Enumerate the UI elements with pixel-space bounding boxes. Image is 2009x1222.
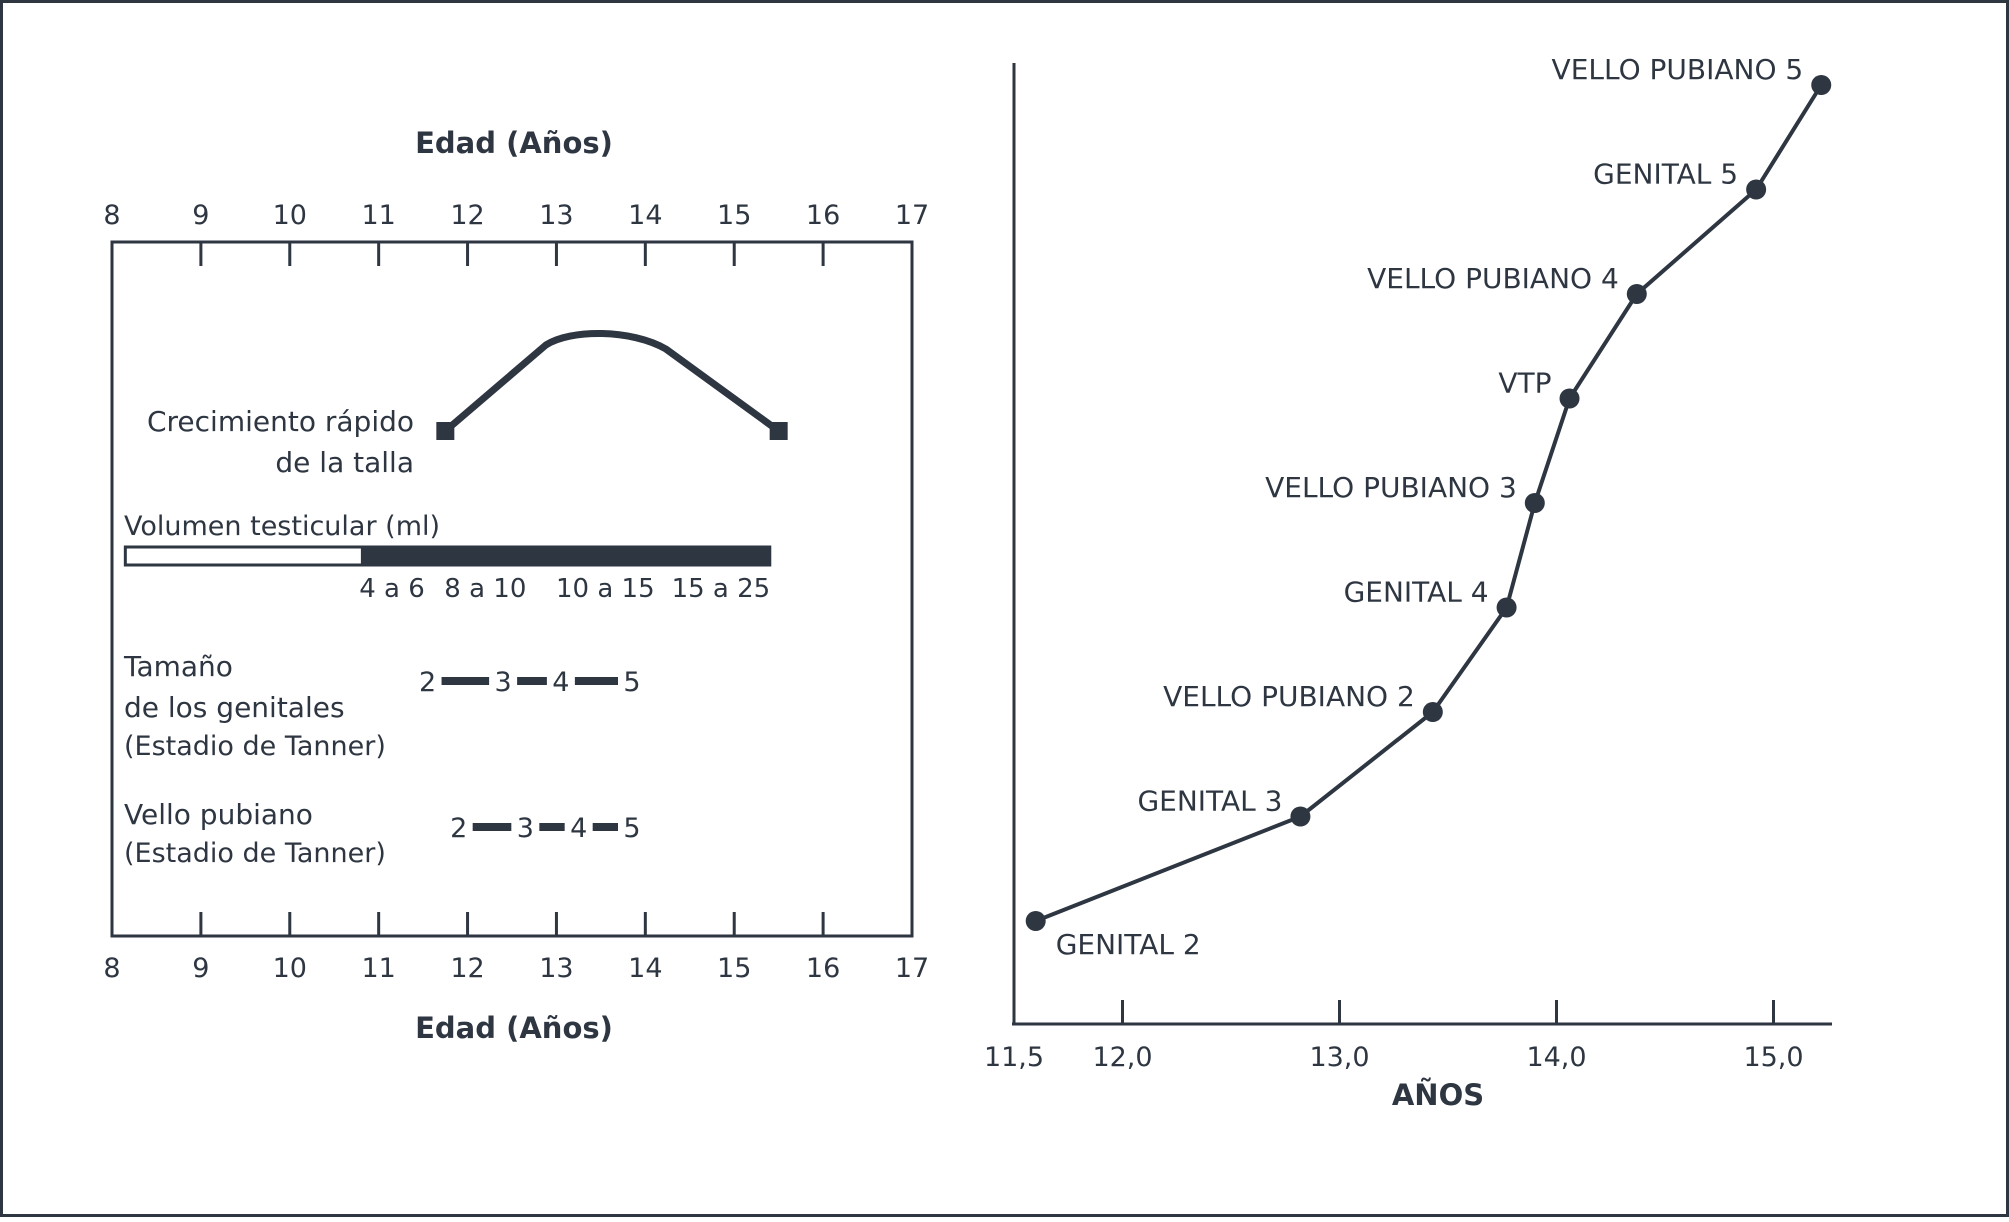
point-label: VELLO PUBIANO 5: [1552, 53, 1804, 86]
left-top-tick-label: 17: [895, 200, 929, 231]
left-bottom-tick-label: 8: [103, 953, 120, 984]
right-tick-label: 13,0: [1309, 1042, 1369, 1073]
point-label: VELLO PUBIANO 4: [1367, 262, 1619, 295]
point-labels: GENITAL 2 GENITAL 3 VELLO PUBIANO 2 GENITAL…: [1056, 53, 1804, 961]
left-bottom-tick-label: 12: [450, 953, 484, 984]
left-bottom-tick-label: 15: [717, 953, 751, 984]
left-top-tick-label: 12: [450, 200, 484, 231]
left-bottom-tick-label: 10: [273, 953, 307, 984]
left-top-axis-title: Edad (Años): [415, 126, 613, 160]
growth-curve: [443, 330, 781, 434]
point-label: VELLO PUBIANO 3: [1265, 471, 1517, 504]
left-top-tick-label: 15: [717, 200, 751, 231]
left-top-tick-label: 14: [628, 200, 662, 231]
genitales-label-line2: de los genitales: [124, 691, 345, 724]
right-tick-marks: [1121, 1000, 1775, 1024]
data-point: [1422, 702, 1443, 722]
left-top-tick-label: 10: [273, 200, 307, 231]
vello-stage-label: 4: [570, 813, 587, 844]
testicular-value-label: 8 a 10: [444, 574, 526, 604]
vello-label-line1: Vello pubiano: [124, 798, 313, 831]
testicular-value-label: 10 a 15: [556, 574, 655, 604]
left-plot-frame: [110, 240, 914, 938]
testicular-value-label: 4 a 6: [359, 574, 425, 604]
left-top-tick-label: 16: [806, 200, 840, 231]
data-point: [1290, 806, 1311, 827]
left-bottom-axis-title: Edad (Años): [415, 1011, 613, 1045]
data-point: [1811, 75, 1832, 95]
genitales-stages: 2 3 4 5: [419, 667, 641, 698]
testicular-value-labels: 4 a 6 8 a 10 10 a 15 15 a 25: [359, 574, 770, 604]
series-points: [1025, 75, 1832, 931]
right-x-axis-title: AÑOS: [1392, 1078, 1484, 1112]
testicular-label: Volumen testicular (ml): [124, 511, 440, 542]
vello-stages: 2 3 4 5: [450, 813, 641, 844]
vello-stage-label: 5: [623, 813, 640, 844]
right-tick-label: 15,0: [1743, 1042, 1803, 1073]
growth-label-line2: de la talla: [275, 446, 414, 479]
genitales-stage-label: 3: [495, 667, 512, 698]
point-label: GENITAL 3: [1137, 785, 1282, 818]
genitales-stage-label: 4: [552, 667, 569, 698]
left-chart: Edad (Años) 8 9 10 11 12 13 14 15 16 17 Crecimien…: [103, 126, 929, 1045]
left-bottom-tick-label: 13: [539, 953, 573, 984]
left-tick-marks: [110, 242, 914, 936]
left-top-tick-label: 8: [103, 200, 120, 231]
point-label: VTP: [1498, 367, 1551, 400]
testicular-value-label: 15 a 25: [672, 574, 771, 604]
left-bottom-tick-labels: 8 9 10 11 12 13 14 15 16 17: [103, 953, 929, 984]
growth-end-marker: [769, 422, 788, 440]
right-tick-label: 12,0: [1092, 1042, 1152, 1073]
point-label: GENITAL 5: [1593, 158, 1738, 191]
right-tick-label: 14,0: [1526, 1042, 1586, 1073]
testicular-bar-filled: [360, 547, 770, 565]
vello-label-line2: (Estadio de Tanner): [124, 838, 386, 869]
data-point: [1559, 388, 1580, 409]
data-point: [1746, 179, 1767, 200]
genitales-label-line1: Tamaño: [123, 650, 233, 683]
genitales-stage-label: 5: [623, 667, 640, 698]
left-top-tick-label: 9: [192, 200, 209, 231]
growth-label-line1: Crecimiento rápido: [147, 405, 414, 438]
right-tick-label: 11,5: [984, 1042, 1044, 1073]
point-label: GENITAL 2: [1056, 928, 1201, 961]
left-bottom-tick-label: 17: [895, 953, 929, 984]
vello-stage-label: 3: [517, 813, 534, 844]
point-label: GENITAL 4: [1344, 576, 1489, 609]
right-chart: 11,5 12,0 13,0 14,0 15,0 GENITAL 2 GENITAL 3 V…: [984, 53, 1832, 1112]
left-bottom-tick-label: 16: [806, 953, 840, 984]
right-tick-labels: 11,5 12,0 13,0 14,0 15,0: [984, 1042, 1804, 1073]
growth-start-marker: [436, 422, 455, 440]
point-label: VELLO PUBIANO 2: [1163, 680, 1415, 713]
left-top-tick-labels: 8 9 10 11 12 13 14 15 16 17: [103, 200, 929, 231]
genitales-stage-label: 2: [419, 667, 436, 698]
left-bottom-tick-label: 14: [628, 953, 662, 984]
left-bottom-tick-label: 9: [192, 953, 209, 984]
left-bottom-tick-label: 11: [361, 953, 395, 984]
left-top-tick-label: 11: [361, 200, 395, 231]
data-point: [1524, 493, 1545, 513]
vello-stage-label: 2: [450, 813, 467, 844]
genitales-label-line3: (Estadio de Tanner): [124, 731, 386, 762]
left-top-tick-label: 13: [539, 200, 573, 231]
data-point: [1496, 597, 1517, 618]
data-point: [1025, 911, 1046, 931]
data-point: [1626, 284, 1647, 304]
